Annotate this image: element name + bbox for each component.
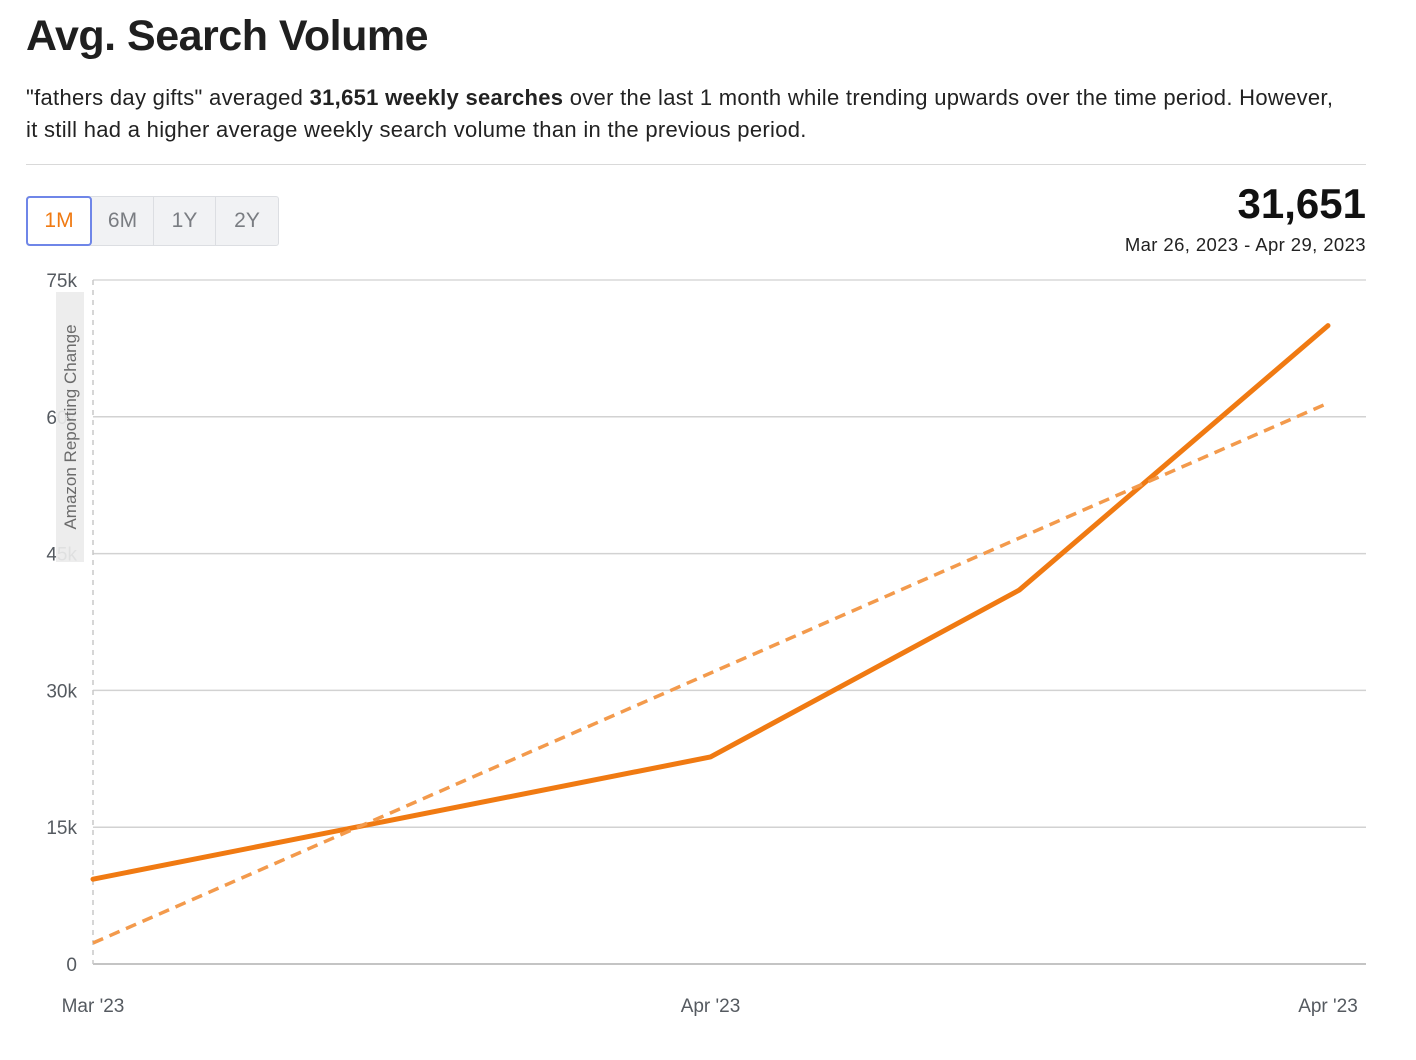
range-tab-1y[interactable]: 1Y [154, 197, 216, 245]
x-tick-label: Apr '23 [681, 996, 741, 1017]
time-range-selector: 1M 6M 1Y 2Y [26, 196, 279, 246]
summary-highlight: 31,651 weekly searches [309, 85, 564, 110]
average-value: 31,651 [1237, 180, 1366, 227]
search-volume-chart: 015k30k45k60k75kAmazon Reporting ChangeM… [46, 271, 1366, 1017]
y-tick-label: 75k [46, 271, 77, 292]
search-volume-line [90, 323, 1331, 882]
y-tick-label: 15k [46, 818, 77, 839]
x-tick-label: Mar '23 [62, 996, 125, 1017]
y-tick-label: 0 [66, 955, 77, 976]
annotation-label-box [56, 292, 84, 562]
annotation-label: Amazon Reporting Change [61, 324, 80, 529]
date-range-label: Mar 26, 2023 - Apr 29, 2023 [1124, 234, 1366, 255]
page-title: Avg. Search Volume [26, 12, 429, 60]
summary-suffix: over the last 1 month while trending upw… [26, 85, 1334, 142]
range-tab-1m[interactable]: 1M [26, 196, 92, 246]
y-tick-label: 30k [46, 681, 77, 702]
summary-text: "fathers day gifts" averaged 31,651 week… [26, 82, 1346, 146]
range-tab-6m[interactable]: 6M [92, 197, 154, 245]
header-divider [26, 164, 1366, 165]
trend-line [92, 401, 1329, 945]
x-tick-label: Apr '23 [1298, 996, 1358, 1017]
summary-prefix: "fathers day gifts" averaged [26, 85, 310, 110]
range-tab-2y[interactable]: 2Y [216, 197, 278, 245]
